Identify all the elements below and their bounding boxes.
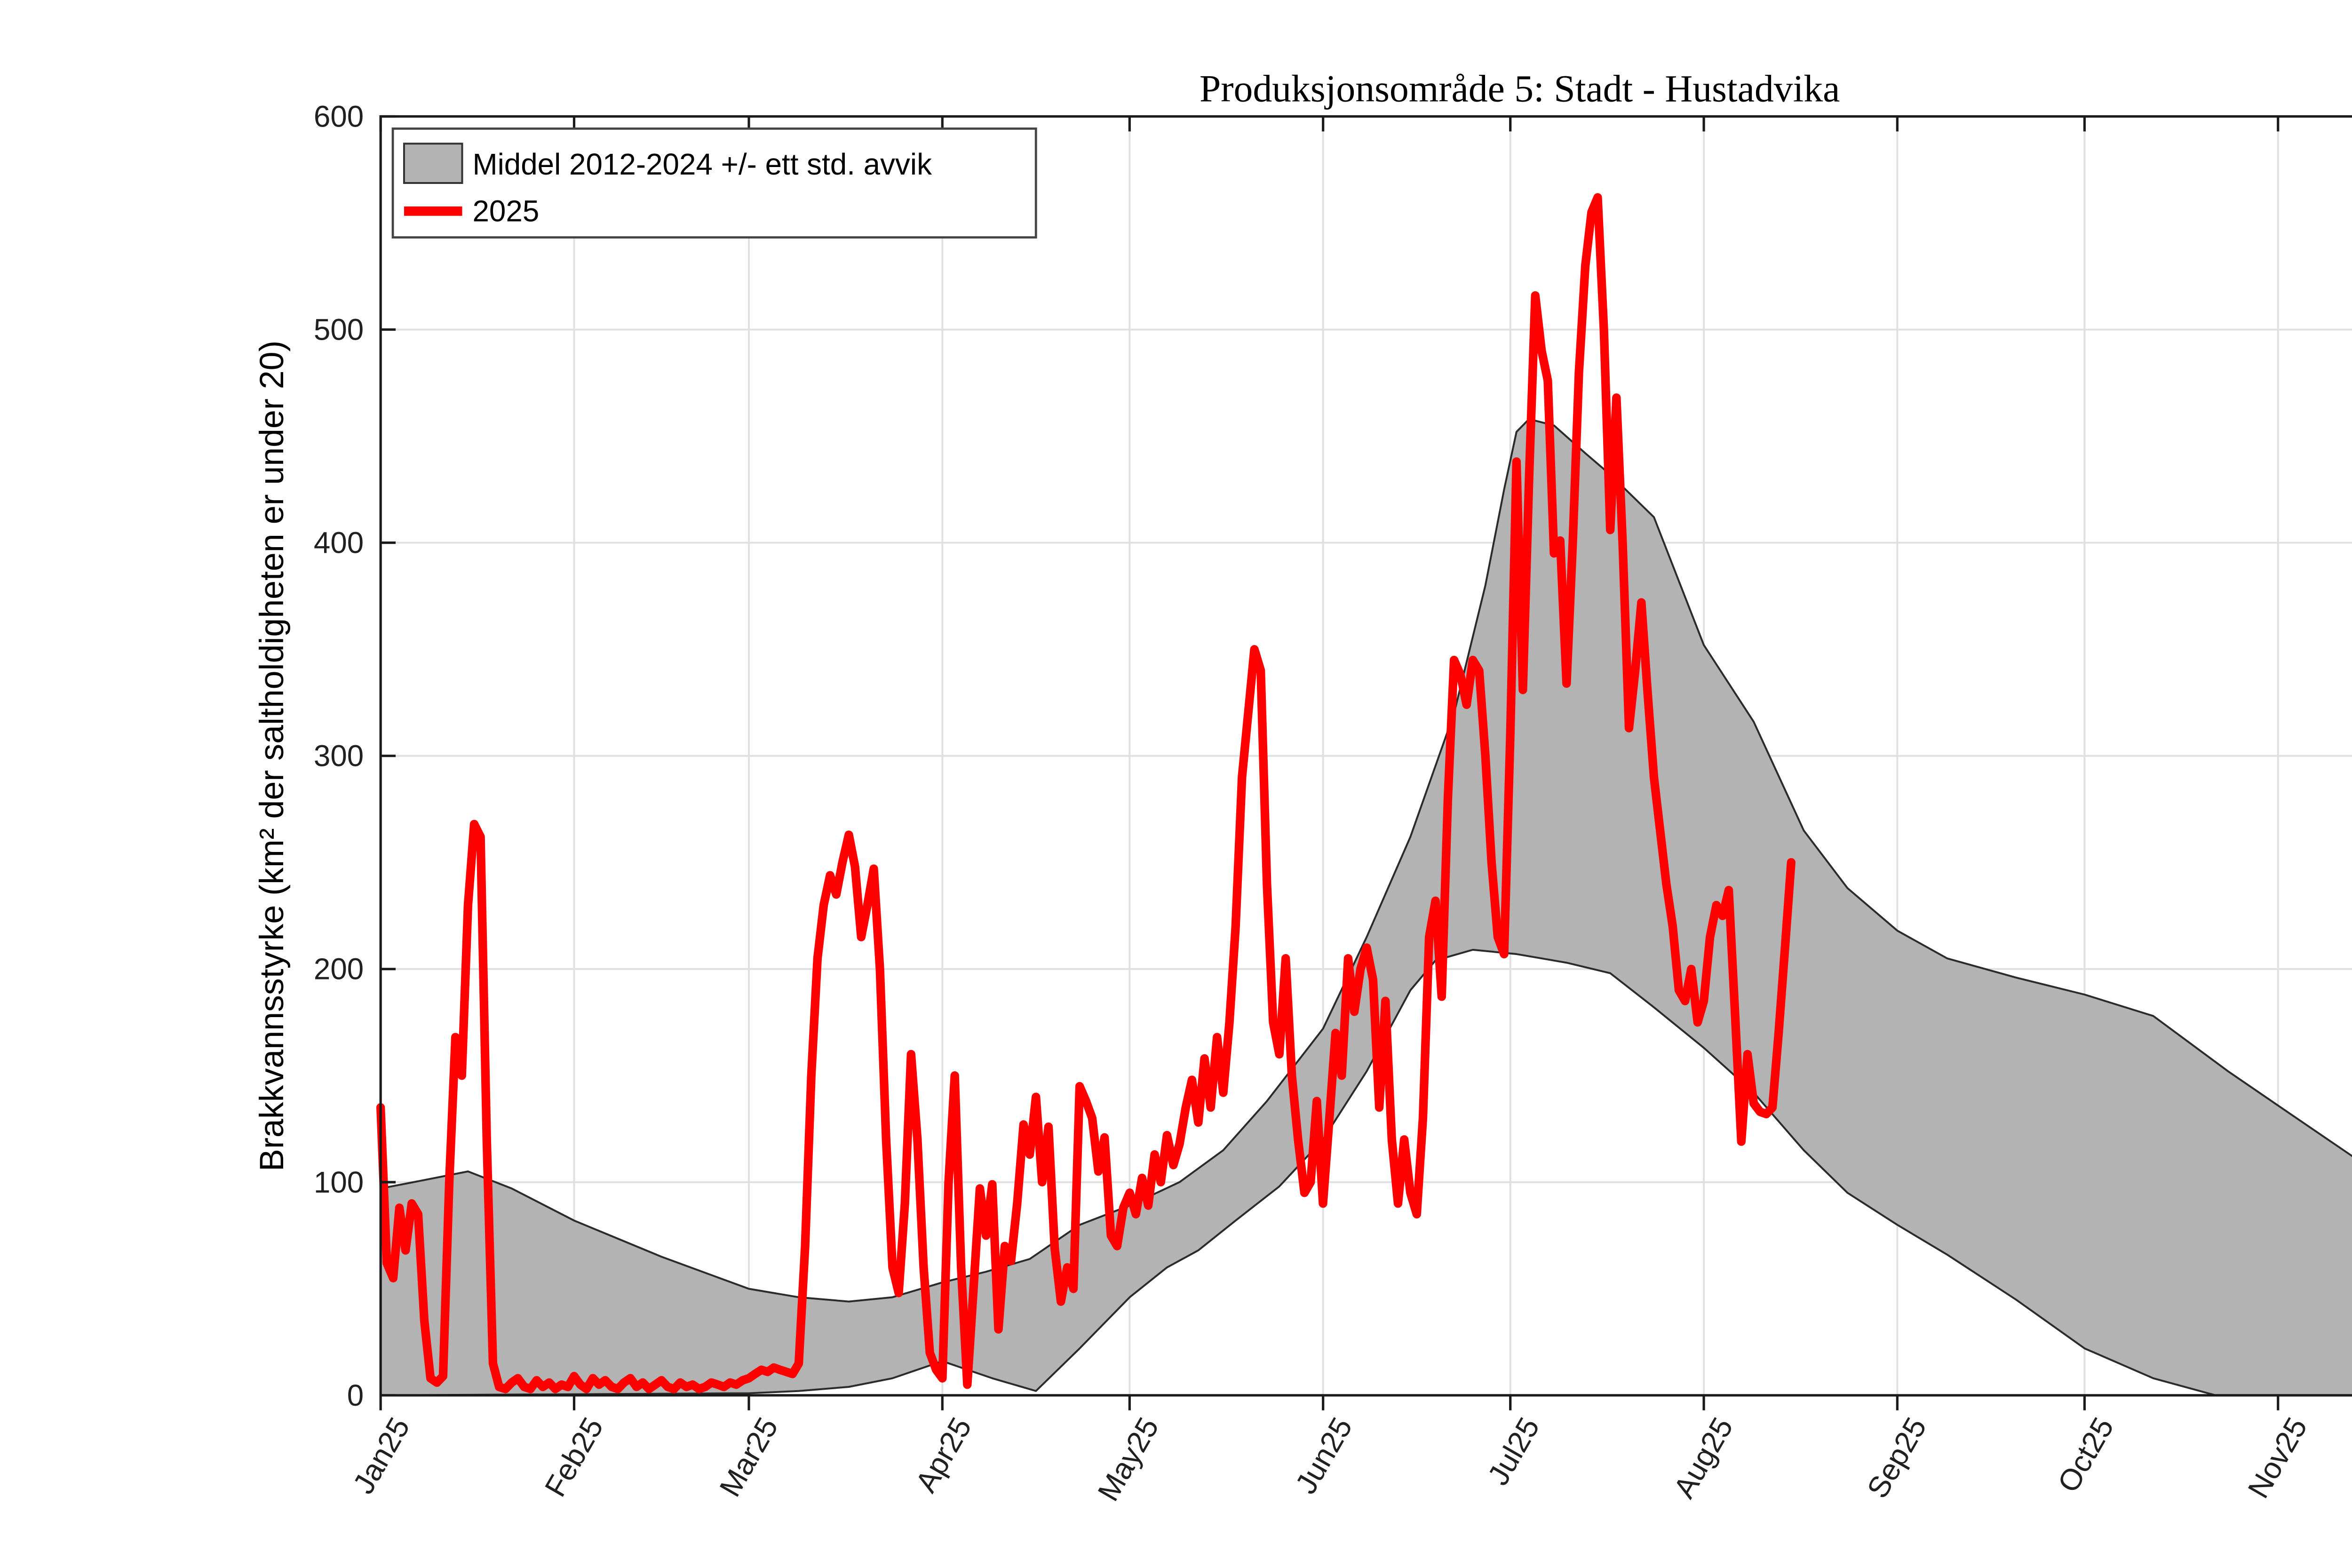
series-2025-line xyxy=(376,193,1796,1393)
band-polygon xyxy=(380,418,2352,1396)
legend-line-label: 2025 xyxy=(472,194,539,228)
legend: Middel 2012-2024 +/- ett std. avvik 2025 xyxy=(391,127,1037,239)
y-tick-label-600: 600 xyxy=(314,99,364,133)
x-tick-label-Oct25: Oct25 xyxy=(2051,1412,2120,1498)
x-axis-tick-labels: Jan25 Feb25 Mar25 Apr25 May25 Jun25 Jul25 Aug25… xyxy=(346,1412,2314,1507)
x-tick-label-Jun25: Jun25 xyxy=(1288,1412,1359,1499)
x-tick-label-Nov25: Nov25 xyxy=(2241,1412,2314,1504)
y-tick-label-300: 300 xyxy=(314,739,364,773)
legend-band-swatch xyxy=(403,143,463,184)
y-tick-label-500: 500 xyxy=(314,312,364,346)
x-tick-label-Jan25: Jan25 xyxy=(346,1412,416,1499)
legend-box xyxy=(391,127,1037,239)
x-tick-label-Apr25: Apr25 xyxy=(909,1412,978,1498)
y-axis-label: Brakkvannsstyrke (km² der saltholdighete… xyxy=(253,341,291,1171)
y-axis-tick-labels: 0 100 200 300 400 500 600 xyxy=(314,99,364,1412)
y-tick-label-0: 0 xyxy=(347,1378,364,1412)
x-tick-label-Aug25: Aug25 xyxy=(1667,1412,1740,1504)
x-tick-label-Feb25: Feb25 xyxy=(538,1412,610,1503)
band-mean-std xyxy=(380,418,2352,1396)
chart-title: Produksjonsområde 5: Stadt - Hustadvika xyxy=(1200,67,1840,110)
y-tick-label-200: 200 xyxy=(314,952,364,986)
x-tick-label-Jul25: Jul25 xyxy=(1481,1412,1546,1491)
x-tick-label-May25: May25 xyxy=(1091,1412,1165,1507)
y-tick-label-400: 400 xyxy=(314,526,364,560)
line-2025-path xyxy=(376,193,1796,1393)
y-tick-label-100: 100 xyxy=(314,1165,364,1199)
x-tick-label-Sep25: Sep25 xyxy=(1860,1412,1933,1504)
x-tick-label-Mar25: Mar25 xyxy=(713,1412,785,1503)
legend-band-label: Middel 2012-2024 +/- ett std. avvik xyxy=(472,147,932,181)
